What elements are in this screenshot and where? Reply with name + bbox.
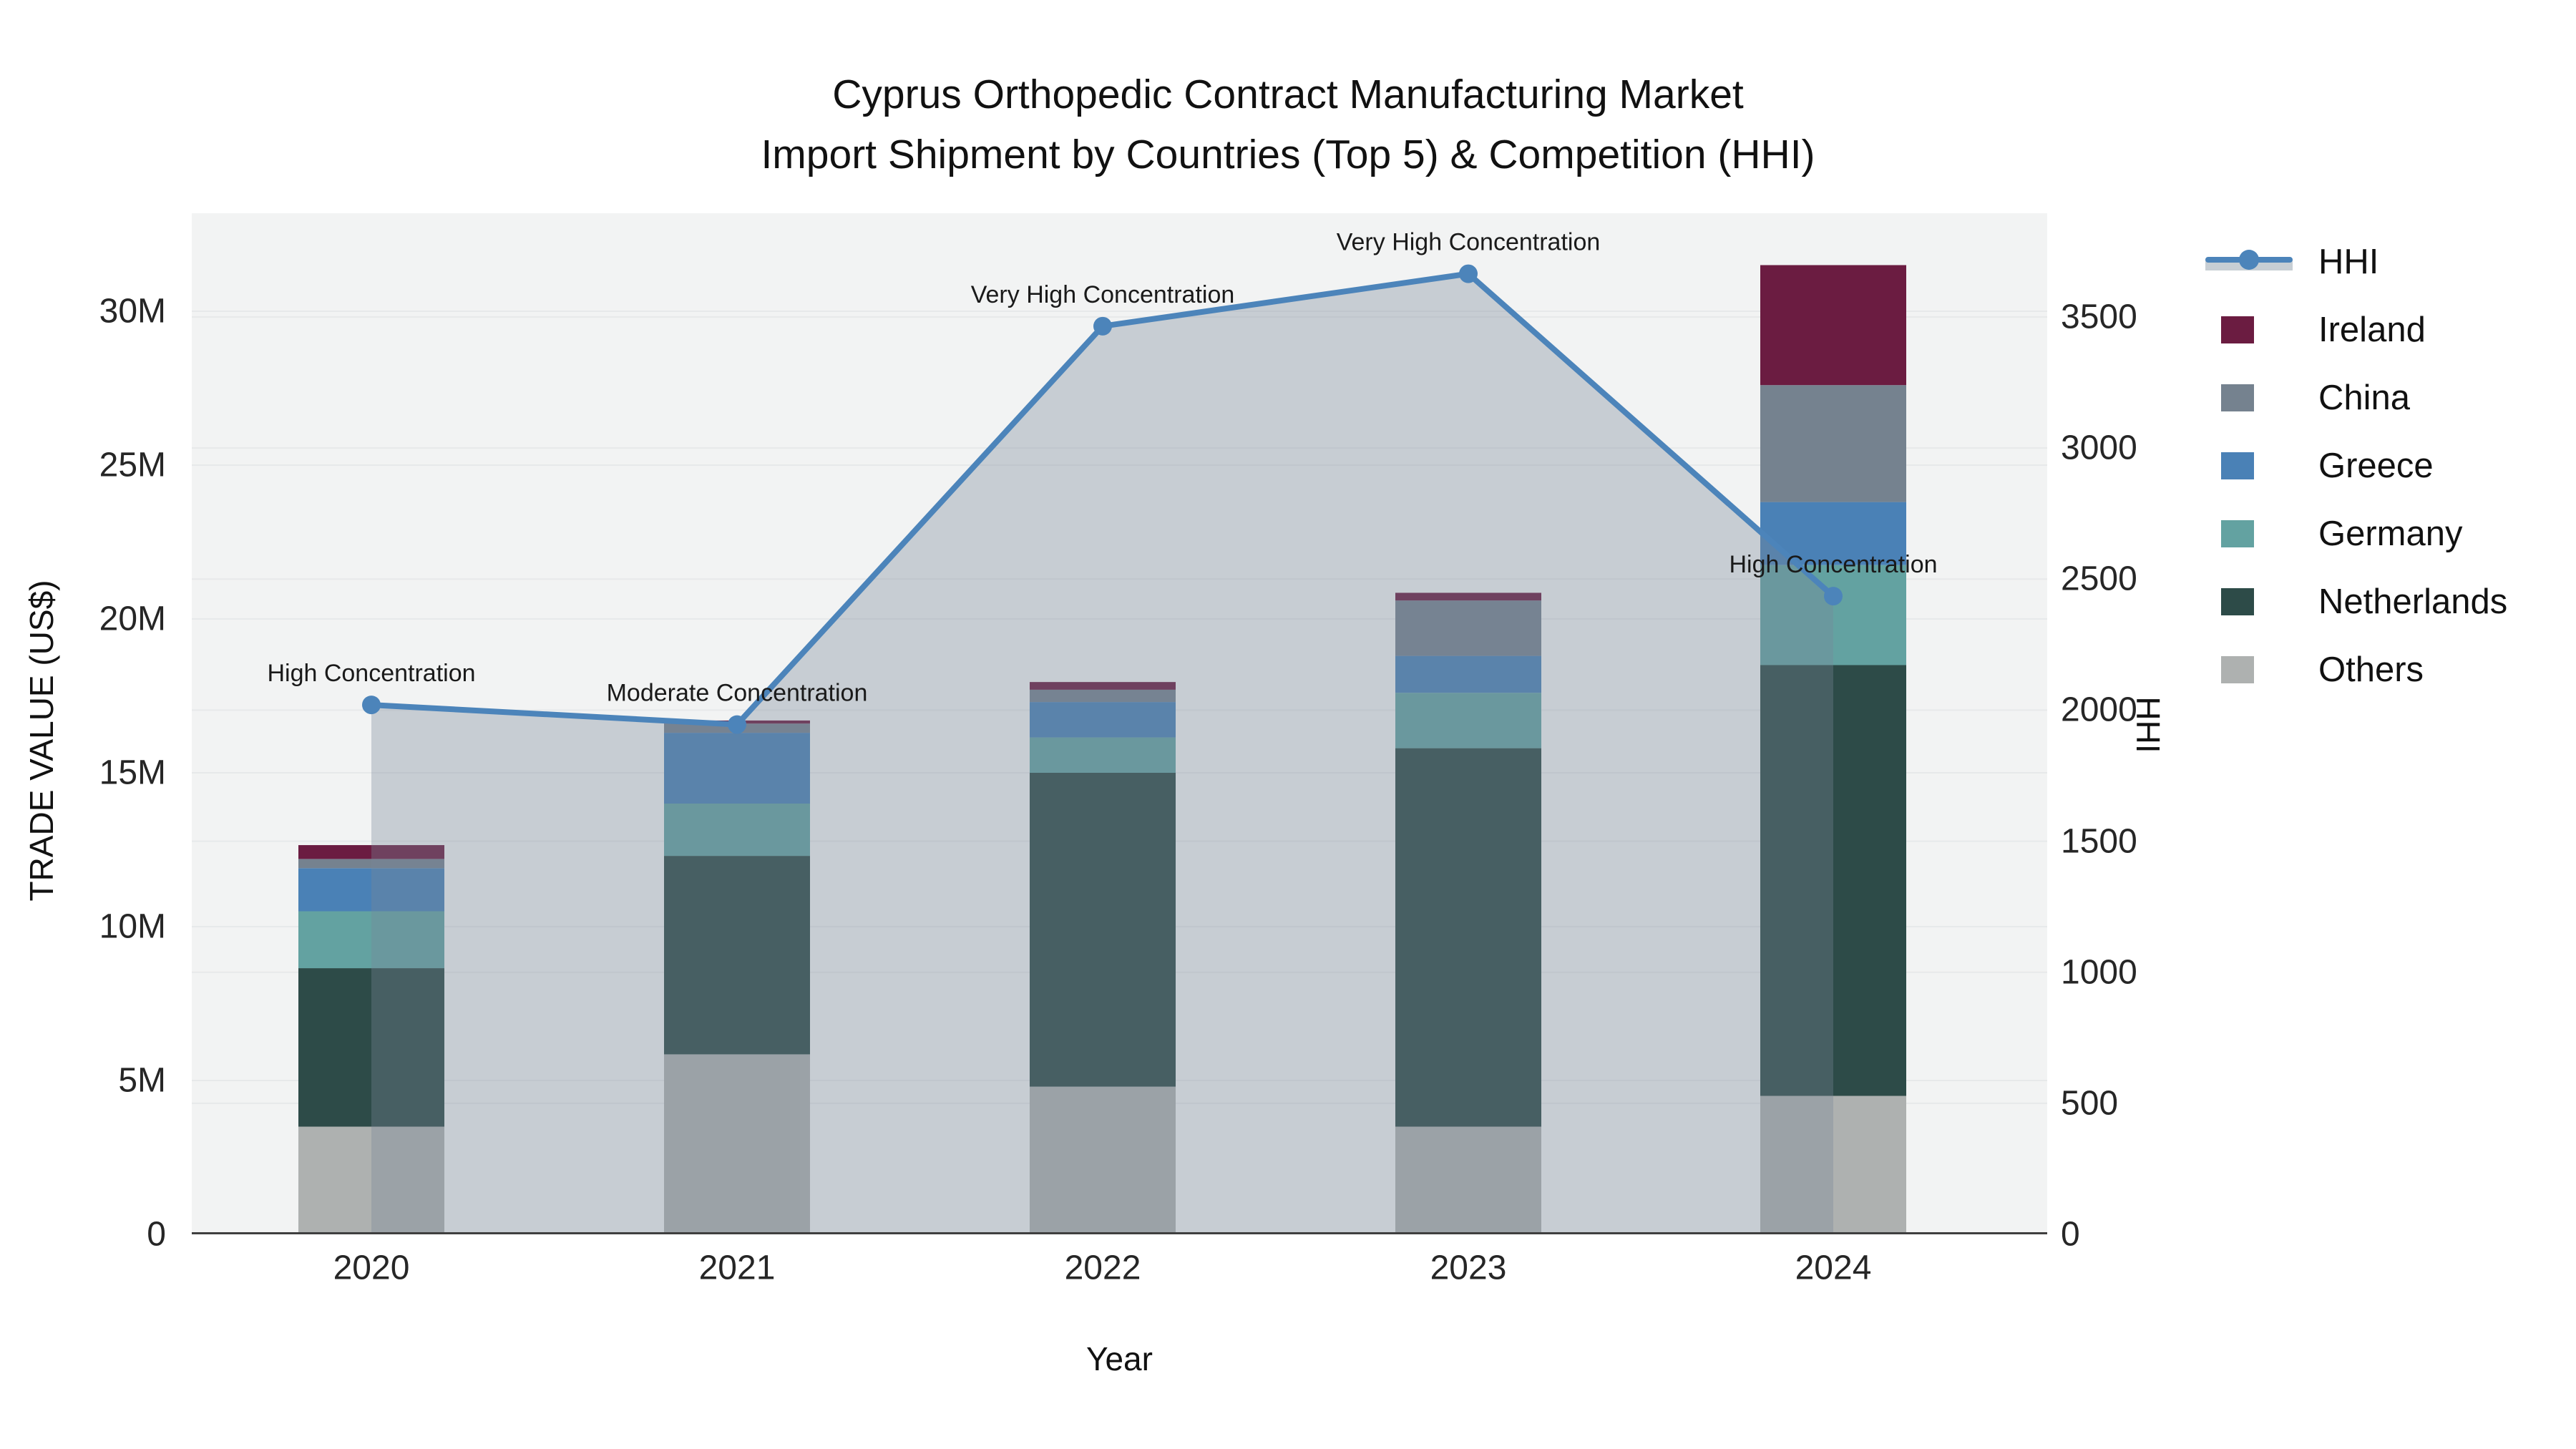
legend-swatch-ireland	[2205, 316, 2298, 343]
legend-label-others: Others	[2318, 650, 2424, 689]
right-tick-2000: 2000	[2061, 691, 2137, 729]
bar-segment-2023-netherlands[interactable]	[1395, 748, 1541, 1127]
bar-segment-2023-germany[interactable]	[1395, 693, 1541, 748]
bar-segment-2022-greece[interactable]	[1030, 702, 1176, 738]
left-tick-30M: 30M	[99, 292, 166, 331]
x-tick-2023: 2023	[1430, 1249, 1507, 1287]
bar-segment-2024-others[interactable]	[1760, 1096, 1906, 1235]
legend-label-ireland: Ireland	[2318, 310, 2426, 349]
annotation-2022: Very High Concentration	[971, 281, 1235, 308]
right-tick-2500: 2500	[2061, 560, 2137, 598]
legend-label-greece: Greece	[2318, 446, 2434, 485]
bar-segment-2023-greece[interactable]	[1395, 655, 1541, 693]
left-tick-25M: 25M	[99, 446, 166, 484]
right-tick-3500: 3500	[2061, 298, 2137, 336]
annotation-2024: High Concentration	[1729, 551, 1937, 578]
legend-swatch-others	[2205, 655, 2298, 683]
legend-item-ireland[interactable]: Ireland	[2205, 296, 2507, 364]
bar-segment-2023-others[interactable]	[1395, 1126, 1541, 1235]
bar-segment-2022-others[interactable]	[1030, 1086, 1176, 1234]
legend-item-hhi[interactable]: HHI	[2205, 228, 2507, 296]
hhi-marker-2024[interactable]	[1824, 587, 1843, 606]
bar-segment-2020-netherlands[interactable]	[298, 968, 444, 1127]
bar-segment-2020-germany[interactable]	[298, 911, 444, 969]
bar-segment-2024-germany[interactable]	[1760, 565, 1906, 665]
hhi-line-icon	[2205, 248, 2298, 276]
bar-segment-2022-germany[interactable]	[1030, 737, 1176, 773]
bar-segment-2024-china[interactable]	[1760, 385, 1906, 502]
bar-segment-2020-greece[interactable]	[298, 868, 444, 912]
bar-segment-2020-ireland[interactable]	[298, 845, 444, 859]
left-tick-5M: 5M	[118, 1061, 166, 1100]
legend-item-netherlands[interactable]: Netherlands	[2205, 567, 2507, 635]
legend-label-china: China	[2318, 378, 2411, 417]
legend-swatch-germany	[2205, 519, 2298, 547]
legend-swatch-china	[2205, 384, 2298, 411]
bar-segment-2021-germany[interactable]	[664, 804, 810, 857]
bar-segment-2022-china[interactable]	[1030, 689, 1176, 703]
x-tick-2024: 2024	[1795, 1249, 1872, 1287]
legend-item-china[interactable]: China	[2205, 364, 2507, 431]
bar-segment-2022-netherlands[interactable]	[1030, 773, 1176, 1087]
right-tick-0: 0	[2061, 1215, 2080, 1254]
hhi-marker-2020[interactable]	[362, 696, 381, 715]
x-tick-2021: 2021	[698, 1249, 776, 1287]
right-tick-500: 500	[2061, 1084, 2119, 1123]
bar-segment-2021-others[interactable]	[664, 1054, 810, 1234]
left-tick-10M: 10M	[99, 907, 166, 946]
x-axis-title: Year	[1086, 1340, 1153, 1377]
hhi-marker-2022[interactable]	[1093, 316, 1112, 336]
x-tick-2022: 2022	[1064, 1249, 1141, 1287]
right-tick-1000: 1000	[2061, 953, 2137, 992]
annotation-2023: Very High Concentration	[1337, 229, 1601, 256]
left-tick-0: 0	[147, 1215, 166, 1254]
legend-item-others[interactable]: Others	[2205, 635, 2507, 703]
left-axis-title: TRADE VALUE (US$)	[23, 580, 60, 902]
chart-svg: High Concentration Moderate Concentration…	[192, 229, 2047, 1235]
annotation-2021: Moderate Concentration	[607, 680, 868, 707]
hhi-marker-2023[interactable]	[1459, 264, 1478, 283]
right-tick-3000: 3000	[2061, 429, 2137, 467]
chart-title-line2: Import Shipment by Countries (Top 5) & C…	[761, 132, 1815, 177]
bar-segment-2022-ireland[interactable]	[1030, 682, 1176, 690]
bar-segment-2021-greece[interactable]	[664, 733, 810, 804]
bar-segment-2023-china[interactable]	[1395, 600, 1541, 656]
bar-segment-2024-ireland[interactable]	[1760, 265, 1906, 386]
bar-segment-2020-others[interactable]	[298, 1126, 444, 1235]
x-tick-2020: 2020	[333, 1249, 410, 1287]
left-tick-20M: 20M	[99, 600, 166, 638]
legend-label-netherlands: Netherlands	[2318, 582, 2508, 621]
chart-title-line1: Cyprus Orthopedic Contract Manufacturing…	[832, 72, 1744, 117]
chart-title: Cyprus Orthopedic Contract Manufacturing…	[0, 64, 2576, 185]
legend-swatch-greece	[2205, 452, 2298, 479]
legend-item-germany[interactable]: Germany	[2205, 499, 2507, 567]
hhi-marker-2021[interactable]	[728, 715, 746, 734]
plot-area: High Concentration Moderate Concentration…	[192, 213, 2047, 1234]
annotation-2020: High Concentration	[267, 660, 475, 687]
bar-segment-2020-china[interactable]	[298, 859, 444, 869]
legend-item-greece[interactable]: Greece	[2205, 431, 2507, 499]
right-tick-1500: 1500	[2061, 822, 2137, 861]
hhi-area-fill	[371, 273, 1833, 1234]
legend-swatch-netherlands	[2205, 587, 2298, 615]
left-tick-15M: 15M	[99, 753, 166, 792]
bar-segment-2021-netherlands[interactable]	[664, 856, 810, 1055]
legend-label-germany: Germany	[2318, 514, 2463, 553]
legend: HHI Ireland China Greece Germany Netherlands O…	[2205, 228, 2507, 703]
bar-segment-2024-netherlands[interactable]	[1760, 665, 1906, 1096]
bar-segment-2023-ireland[interactable]	[1395, 592, 1541, 601]
legend-label-hhi: HHI	[2318, 242, 2379, 281]
